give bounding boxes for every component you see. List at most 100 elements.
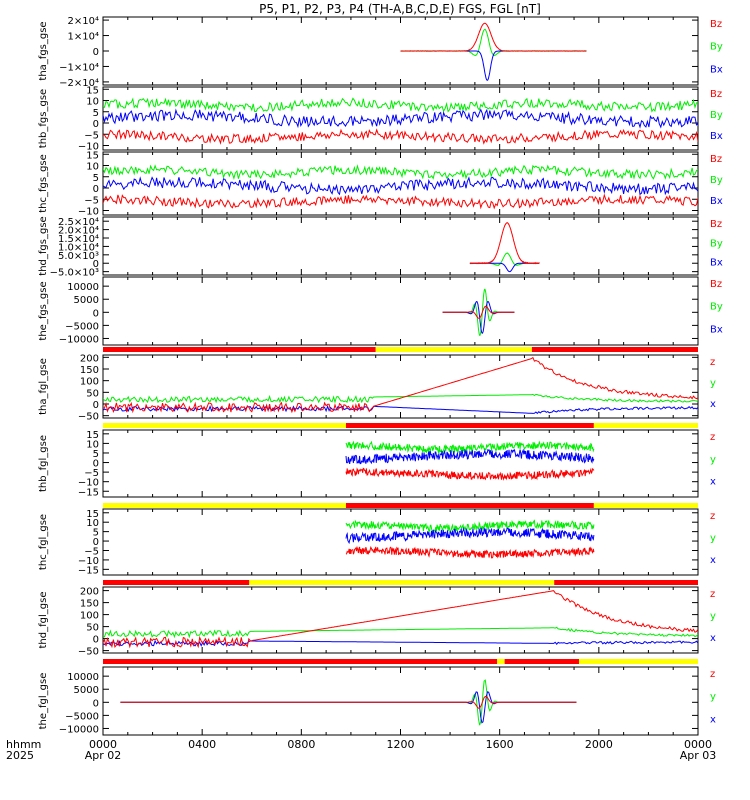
- y-tick-label: 200: [80, 587, 99, 598]
- legend-By: By: [710, 302, 723, 313]
- y-tick-label: 0: [93, 698, 99, 709]
- y-tick-label: 0: [93, 459, 99, 470]
- y-tick-label: 15: [86, 85, 99, 96]
- legend-Bx: Bx: [710, 131, 723, 142]
- series-y-line: [400, 28, 587, 57]
- status-bar-segment: [103, 503, 346, 508]
- legend-z: z: [710, 357, 715, 368]
- series-z-line: [103, 590, 698, 649]
- panel-the_fgs_gse: 10000 5000 0 −5000 −10000 the_fgs_gse Bz By Bx: [38, 276, 723, 346]
- y-axis-label: thb_fgs_gse: [38, 89, 49, 148]
- y-tick-label: −2×10⁴: [59, 78, 99, 89]
- legend-z: z: [710, 511, 715, 522]
- legend-x: x: [710, 477, 716, 488]
- legend-z: z: [710, 669, 715, 680]
- y-tick-label: 0: [93, 537, 99, 548]
- x-tick-label: 2000: [585, 738, 613, 751]
- series-x-line: [103, 639, 698, 647]
- y-tick-label: 0: [93, 259, 99, 270]
- y-tick-label: 15: [86, 509, 99, 520]
- y-tick-label: 1.0×10⁴: [58, 242, 99, 253]
- y-tick-label: −5: [84, 468, 99, 479]
- legend-By: By: [710, 175, 723, 186]
- status-bar-segment: [103, 659, 498, 664]
- legend-x: x: [710, 555, 716, 566]
- y-tick-label: 150: [80, 599, 99, 610]
- y-tick-label: −15: [78, 487, 99, 498]
- y-tick-label: 0: [93, 400, 99, 411]
- y-tick-label: 10: [86, 518, 99, 529]
- series-x-line: [103, 108, 698, 129]
- y-tick-label: 0: [93, 184, 99, 195]
- legend-Bz: Bz: [710, 154, 722, 165]
- status-bar-segment: [579, 659, 698, 664]
- legend-By: By: [710, 238, 723, 249]
- series-x-line: [103, 176, 698, 196]
- legend-y: y: [710, 533, 716, 544]
- y-axis-label: thd_fgs_gse: [38, 216, 49, 275]
- y-axis-label: the_fgl_gse: [38, 673, 49, 730]
- legend-Bx: Bx: [710, 324, 723, 335]
- series-y-line: [103, 97, 698, 113]
- y-tick-label: 1×10⁴: [68, 32, 99, 43]
- legend-y: y: [710, 378, 716, 389]
- panel-frame: [102, 216, 699, 276]
- y-tick-label: −10: [78, 142, 99, 153]
- legend-y: y: [710, 692, 716, 703]
- y-tick-label: 2.5×10⁴: [58, 217, 99, 228]
- y-axis-label: thc_fgl_gse: [38, 514, 49, 570]
- x-tick-label: 0000: [684, 738, 712, 751]
- status-bar-segment: [593, 423, 698, 428]
- y-tick-label: 1.5×10⁴: [58, 234, 99, 245]
- y-axis-label: the_fgs_gse: [38, 281, 49, 340]
- y-axis-label: thd_fgl_gse: [38, 592, 49, 649]
- x-date-label: Apr 02: [85, 749, 122, 762]
- y-tick-label: 15: [86, 430, 99, 441]
- status-bar-segment: [345, 423, 594, 428]
- y-tick-label: 5000: [74, 295, 99, 306]
- status-bar-segment: [375, 347, 532, 352]
- status-bar-segment: [497, 659, 505, 664]
- legend-By: By: [710, 42, 723, 53]
- y-tick-label: 2.0×10⁴: [58, 226, 99, 237]
- time-axis-label: hhmm: [6, 738, 41, 751]
- y-tick-label: 10: [86, 162, 99, 173]
- series-y-line: [103, 164, 698, 181]
- y-tick-label: 0: [93, 308, 99, 319]
- y-tick-label: 10000: [67, 672, 99, 683]
- y-tick-label: −5000: [65, 321, 99, 332]
- series-y-line: [103, 393, 698, 404]
- legend-Bz: Bz: [710, 279, 722, 290]
- y-tick-label: 0: [93, 119, 99, 130]
- y-tick-label: 100: [80, 611, 99, 622]
- series-z-line: [103, 193, 698, 210]
- y-tick-label: −10: [78, 207, 99, 218]
- y-tick-label: 0: [93, 47, 99, 58]
- series-x-line: [469, 262, 540, 273]
- year-label: 2025: [6, 749, 34, 762]
- panel-frame: [102, 429, 699, 498]
- legend-Bx: Bx: [710, 196, 723, 207]
- panel-thd_fgs_gse: 2.5×10⁴2.0×10⁴1.5×10⁴1.0×10⁴5.0×10³0−5.0…: [38, 216, 723, 278]
- y-tick-label: 200: [80, 353, 99, 364]
- y-tick-label: 5: [93, 173, 99, 184]
- y-tick-label: 10: [86, 439, 99, 450]
- y-tick-label: −10000: [59, 334, 99, 345]
- panel-frame: [102, 151, 699, 216]
- y-tick-label: 100: [80, 377, 99, 388]
- y-tick-label: 15: [86, 150, 99, 161]
- y-tick-label: −5: [84, 546, 99, 557]
- legend-Bx: Bx: [710, 258, 723, 269]
- y-tick-label: 5: [93, 528, 99, 539]
- y-tick-label: −1×10⁴: [59, 62, 99, 73]
- series-z-line: [442, 305, 515, 319]
- x-tick-label: 1600: [486, 738, 514, 751]
- y-tick-label: 10000: [67, 282, 99, 293]
- y-tick-label: 5.0×10³: [58, 251, 99, 262]
- legend-y: y: [710, 454, 716, 465]
- series-x-line: [120, 691, 577, 724]
- series-z-line: [400, 22, 587, 52]
